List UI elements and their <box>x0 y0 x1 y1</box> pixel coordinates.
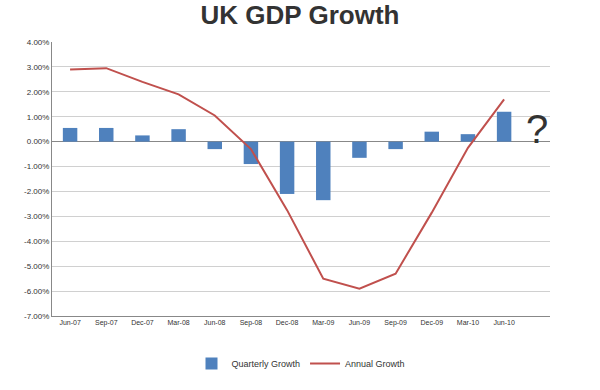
svg-text:-6.00%: -6.00% <box>24 287 49 296</box>
svg-text:Mar-09: Mar-09 <box>312 319 334 326</box>
svg-text:Dec-07: Dec-07 <box>131 319 154 326</box>
svg-text:?: ? <box>526 107 548 151</box>
svg-text:4.00%: 4.00% <box>27 38 50 47</box>
svg-text:Dec-09: Dec-09 <box>420 319 443 326</box>
svg-text:-1.00%: -1.00% <box>24 162 49 171</box>
svg-text:Sep-07: Sep-07 <box>95 319 118 327</box>
svg-text:3.00%: 3.00% <box>27 63 50 72</box>
svg-text:Quarterly Growth: Quarterly Growth <box>232 359 301 369</box>
svg-text:Sep-08: Sep-08 <box>240 319 263 327</box>
svg-text:Dec-08: Dec-08 <box>276 319 299 326</box>
svg-text:Mar-10: Mar-10 <box>457 319 479 326</box>
svg-text:Jun-09: Jun-09 <box>349 319 371 326</box>
svg-text:Annual Growth: Annual Growth <box>345 359 405 369</box>
svg-text:0.00%: 0.00% <box>27 137 50 146</box>
svg-text:-5.00%: -5.00% <box>24 262 49 271</box>
svg-text:-2.00%: -2.00% <box>24 187 49 196</box>
svg-text:UK GDP Growth: UK GDP Growth <box>201 0 400 30</box>
svg-text:-4.00%: -4.00% <box>24 237 49 246</box>
svg-text:2.00%: 2.00% <box>27 88 50 97</box>
svg-text:Jun-10: Jun-10 <box>493 319 515 326</box>
svg-text:Sep-09: Sep-09 <box>384 319 407 327</box>
svg-text:1.00%: 1.00% <box>27 113 50 122</box>
svg-text:-3.00%: -3.00% <box>24 212 49 221</box>
svg-text:Jun-07: Jun-07 <box>59 319 81 326</box>
svg-text:-7.00%: -7.00% <box>24 312 49 321</box>
svg-text:Jun-08: Jun-08 <box>204 319 226 326</box>
svg-text:Mar-08: Mar-08 <box>167 319 189 326</box>
